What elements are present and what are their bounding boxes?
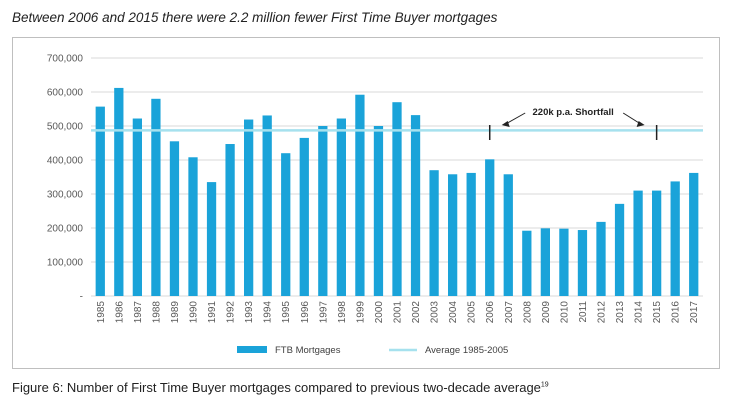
x-tick-label: 1986	[114, 301, 125, 324]
x-tick-label: 2000	[374, 301, 385, 324]
x-tick-label: 1996	[300, 301, 311, 324]
bar	[448, 174, 458, 296]
x-tick-label: 2011	[578, 301, 589, 323]
annotation-arrow-right	[622, 112, 641, 125]
x-tick-label: 2005	[467, 301, 478, 324]
bar	[652, 190, 662, 296]
x-tick-label: 1999	[355, 301, 366, 324]
legend-label-average: Average 1985-2005	[425, 345, 508, 356]
y-tick-label: 200,000	[47, 224, 84, 235]
bar	[132, 118, 142, 297]
x-tick-label: 1988	[151, 301, 162, 324]
legend-swatch-ftb	[237, 346, 267, 353]
bar	[206, 182, 217, 296]
bar	[429, 170, 439, 296]
y-tick-label: 100,000	[47, 258, 84, 269]
bar	[410, 115, 421, 297]
y-tick-label: 600,000	[47, 88, 84, 99]
bar	[577, 230, 588, 296]
x-tick-label: 2008	[522, 301, 533, 324]
x-tick-label: 2006	[485, 301, 496, 324]
x-tick-label: 1990	[189, 301, 200, 324]
bar	[522, 230, 532, 296]
x-tick-label: 1994	[263, 301, 274, 324]
bar	[392, 102, 402, 296]
x-tick-label: 2013	[615, 301, 626, 324]
bar	[114, 87, 124, 296]
caption-footnote: 19	[540, 381, 549, 389]
chart-frame: - 100,000 200,000 300,000 400,000 500,000 600,…	[12, 37, 720, 369]
x-tick-label: 1997	[318, 301, 329, 324]
legend-label-ftb: FTB Mortgages	[275, 345, 341, 356]
bar	[373, 126, 384, 296]
bar	[188, 157, 198, 296]
y-tick-label: 400,000	[47, 156, 84, 167]
bar	[466, 172, 476, 296]
bar	[225, 144, 235, 296]
x-tick-label: 1998	[337, 301, 348, 324]
y-tick-label: 300,000	[47, 190, 84, 201]
annotation-arrowhead-left	[501, 121, 510, 127]
bar	[95, 106, 105, 297]
x-tick-label: 2004	[448, 301, 459, 324]
x-tick-label: 2017	[689, 301, 700, 324]
x-axis-ticks: 1985 1986 1987 1988 1989 1990 1991 1992 1993 1994…	[96, 301, 700, 324]
x-tick-label: 1993	[244, 301, 255, 324]
x-tick-label: 2007	[504, 301, 515, 324]
bar	[503, 174, 513, 296]
y-axis-ticks: - 100,000 200,000 300,000 400,000 500,000 600,…	[47, 54, 84, 303]
x-tick-label: 1991	[207, 301, 218, 324]
annotation-arrowhead-right	[636, 121, 645, 127]
chart-headline: Between 2006 and 2015 there were 2.2 mil…	[12, 10, 498, 25]
x-tick-label: 2003	[430, 301, 441, 324]
y-tick-label: 500,000	[47, 122, 84, 133]
legend: FTB Mortgages Average 1985-2005	[237, 345, 508, 356]
bar	[262, 115, 272, 297]
y-tick-label: 700,000	[47, 54, 84, 65]
bar	[540, 228, 550, 296]
x-tick-label: 2016	[671, 301, 682, 324]
bar	[355, 94, 365, 296]
x-tick-label: 2001	[393, 301, 404, 324]
bar	[559, 228, 569, 296]
bar	[244, 119, 254, 296]
x-tick-label: 1992	[226, 301, 237, 324]
x-tick-label: 2015	[652, 301, 663, 324]
annotation-label: 220k p.a. Shortfall	[533, 107, 614, 118]
bar	[670, 181, 680, 296]
caption-text: Figure 6: Number of First Time Buyer mor…	[12, 380, 541, 395]
ftb-mortgage-bar-chart: - 100,000 200,000 300,000 400,000 500,000 600,…	[47, 54, 703, 356]
bar	[614, 203, 625, 296]
x-tick-label: 2002	[411, 301, 422, 324]
bar	[299, 137, 309, 296]
bar	[485, 159, 495, 296]
y-tick-label: -	[80, 292, 83, 303]
figure-caption: Figure 6: Number of First Time Buyer mor…	[12, 380, 549, 395]
bar	[336, 118, 346, 297]
bar	[318, 126, 328, 296]
bar	[281, 153, 291, 296]
bar	[169, 141, 180, 296]
x-tick-label: 2009	[541, 301, 552, 324]
bar	[689, 172, 699, 296]
x-tick-label: 1989	[170, 301, 181, 324]
x-tick-label: 1987	[133, 301, 144, 324]
x-tick-label: 2010	[559, 301, 570, 324]
bar	[633, 190, 643, 296]
bars	[95, 87, 699, 297]
bar	[596, 221, 606, 296]
shortfall-annotation: 220k p.a. Shortfall	[488, 107, 658, 140]
x-tick-label: 2014	[634, 301, 645, 324]
x-tick-label: 2012	[597, 301, 608, 324]
bar	[151, 98, 161, 296]
annotation-arrow-left	[505, 112, 526, 125]
x-tick-label: 1995	[281, 301, 292, 324]
x-tick-label: 1985	[96, 301, 107, 324]
